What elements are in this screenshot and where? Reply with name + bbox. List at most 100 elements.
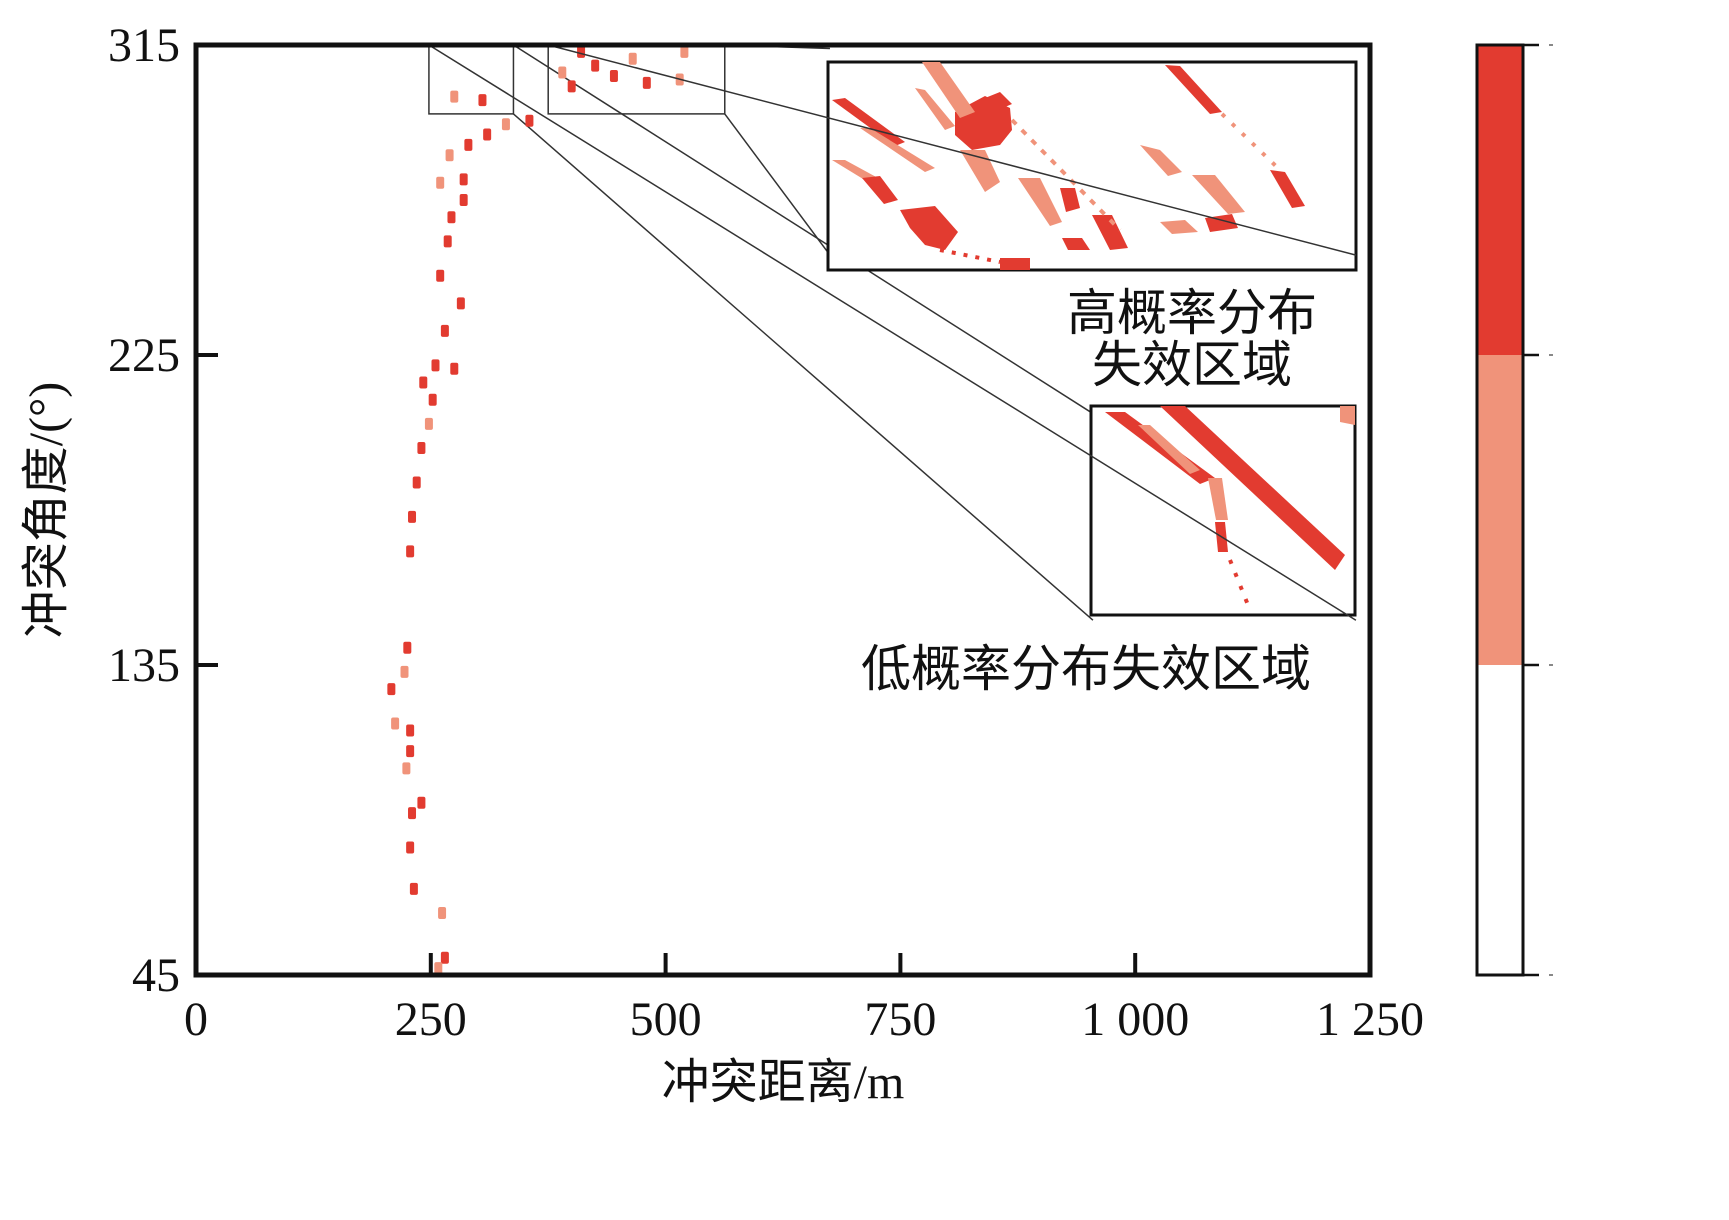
failure-point — [408, 510, 417, 523]
inset-blob — [900, 206, 958, 250]
y-axis-ticks: 45 135 225 315 — [108, 19, 218, 1002]
inset-high-frame — [826, 60, 1358, 272]
y-axis-title: 冲突角度/(°) — [20, 382, 73, 639]
failure-point — [387, 683, 396, 696]
inset-blob — [1000, 258, 1030, 270]
inset-blob — [860, 128, 935, 172]
zoom-connector — [548, 44, 1357, 256]
x-axis-ticks: 0 250 500 750 1 000 1 250 — [184, 953, 1424, 1046]
failure-point — [591, 59, 600, 72]
x-tick-label: 1 250 — [1316, 993, 1424, 1046]
inset-blob — [985, 92, 1012, 110]
failure-point — [419, 376, 428, 389]
annotation-high-line2: 失效区域 — [1092, 337, 1292, 393]
zoom-connector — [512, 113, 1094, 621]
failure-point — [400, 665, 409, 678]
zoom-source-region — [428, 44, 515, 115]
inset-blob — [960, 150, 1000, 192]
plot-frame — [193, 42, 1373, 978]
failure-point — [450, 362, 459, 375]
failure-point — [440, 324, 449, 337]
failure-point — [642, 76, 651, 89]
failure-point — [459, 173, 468, 186]
x-tick-label: 500 — [630, 993, 702, 1046]
inset-stripe — [1340, 406, 1355, 425]
failure-point — [483, 128, 492, 141]
failure-point — [424, 417, 433, 430]
x-tick-label: 0 — [184, 993, 208, 1046]
zoom-connector — [428, 44, 1357, 621]
zoom-connector — [724, 113, 831, 256]
failure-point — [406, 745, 415, 758]
inset-stripe — [1160, 406, 1345, 570]
failure-point — [406, 724, 415, 737]
annotation-high-line1: 高概率分布 — [1067, 285, 1317, 341]
failure-point — [558, 66, 567, 79]
failure-point — [577, 45, 586, 58]
failure-point — [436, 269, 445, 282]
failure-point — [459, 194, 468, 206]
colorbar-bin — [1477, 665, 1523, 975]
failure-point — [412, 476, 421, 489]
inset-blob — [1140, 145, 1182, 176]
x-tick-label: 250 — [395, 993, 467, 1046]
failure-point — [428, 393, 437, 406]
x-tick-label: 750 — [864, 993, 936, 1046]
inset-low-probability — [1089, 404, 1357, 617]
failure-point — [464, 138, 473, 151]
failure-point — [628, 52, 637, 65]
failure-point — [680, 45, 689, 58]
failure-point — [567, 80, 576, 93]
failure-point — [417, 796, 426, 809]
inset-blob — [915, 88, 955, 130]
inset-blob — [1165, 65, 1222, 114]
failure-point — [443, 235, 452, 248]
failure-point — [406, 841, 415, 854]
zoom-overlay-lines — [428, 44, 1357, 621]
failure-points — [387, 45, 689, 975]
colorbar — [1475, 43, 1553, 977]
failure-point — [440, 951, 449, 964]
inset-blob — [922, 62, 975, 118]
inset-blob — [1160, 220, 1198, 234]
inset-high-probability — [826, 60, 1358, 272]
inset-blob — [1192, 175, 1245, 214]
failure-point — [525, 114, 534, 127]
colorbar-bin — [1477, 45, 1523, 355]
failure-point — [408, 807, 417, 820]
inset-stripe — [1208, 478, 1228, 520]
failure-point — [436, 176, 445, 189]
inset-blob — [832, 160, 878, 182]
inset-low-marks — [1105, 406, 1355, 611]
inset-blob — [1092, 215, 1128, 250]
failure-point — [391, 717, 400, 730]
inset-dash — [1010, 118, 1122, 232]
x-axis-title: 冲突距离/m — [662, 1056, 905, 1109]
inset-blob — [1018, 178, 1062, 226]
inset-blob — [1270, 170, 1305, 208]
failure-point — [409, 882, 418, 895]
failure-point — [434, 962, 443, 975]
y-tick-label: 315 — [108, 19, 180, 72]
y-tick-label: 45 — [132, 949, 180, 1002]
colorbar-frame — [1475, 43, 1525, 977]
failure-point — [447, 211, 456, 224]
inset-blob — [1062, 238, 1090, 250]
y-tick-label: 135 — [108, 639, 180, 692]
y-tick-label: 225 — [108, 329, 180, 382]
x-tick-label: 1 000 — [1081, 993, 1189, 1046]
failure-point — [478, 94, 487, 107]
colorbar-bin — [1477, 355, 1523, 665]
inset-dash — [1228, 559, 1252, 611]
failure-point — [406, 545, 415, 558]
inset-high-marks — [832, 62, 1305, 270]
inset-stripe — [1138, 425, 1200, 474]
failure-point — [456, 297, 465, 310]
failure-point — [609, 70, 618, 82]
failure-point — [402, 762, 411, 775]
failure-point — [501, 118, 510, 131]
inset-blob — [832, 98, 905, 146]
annotation-low: 低概率分布失效区域 — [861, 641, 1311, 697]
failure-point — [431, 359, 440, 372]
failure-point — [403, 641, 412, 654]
